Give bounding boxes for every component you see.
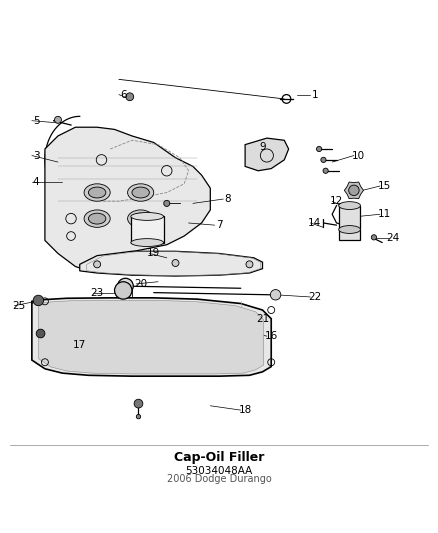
Text: 17: 17 <box>73 340 86 350</box>
Text: 22: 22 <box>308 292 321 302</box>
Circle shape <box>246 261 253 268</box>
Circle shape <box>164 200 170 206</box>
Circle shape <box>54 116 61 123</box>
Circle shape <box>136 415 141 419</box>
Text: 16: 16 <box>265 331 278 341</box>
Text: 8: 8 <box>224 194 231 204</box>
Bar <box>339 206 360 240</box>
Circle shape <box>115 282 132 299</box>
Bar <box>131 216 163 243</box>
Text: 5: 5 <box>33 116 39 126</box>
Circle shape <box>317 147 322 151</box>
Text: 2006 Dodge Durango: 2006 Dodge Durango <box>166 474 272 484</box>
Polygon shape <box>39 300 264 374</box>
Text: 11: 11 <box>378 209 391 219</box>
Text: 25: 25 <box>12 301 25 311</box>
Text: 19: 19 <box>147 248 160 259</box>
Ellipse shape <box>127 184 154 201</box>
Ellipse shape <box>84 184 110 201</box>
Text: 20: 20 <box>134 279 147 289</box>
Circle shape <box>323 168 328 173</box>
Text: 53034048AA: 53034048AA <box>185 466 253 476</box>
Text: 3: 3 <box>33 150 39 160</box>
Text: 21: 21 <box>256 314 269 324</box>
Text: 10: 10 <box>352 150 365 160</box>
Ellipse shape <box>131 239 163 246</box>
Text: 23: 23 <box>91 288 104 297</box>
Text: 7: 7 <box>215 220 223 230</box>
Circle shape <box>134 399 143 408</box>
Text: 18: 18 <box>238 405 252 415</box>
Ellipse shape <box>84 210 110 228</box>
Text: 24: 24 <box>386 233 400 243</box>
Polygon shape <box>32 298 271 376</box>
Text: 9: 9 <box>259 142 266 152</box>
Ellipse shape <box>127 210 154 228</box>
Text: 4: 4 <box>33 176 39 187</box>
Polygon shape <box>344 182 364 199</box>
Circle shape <box>36 329 45 338</box>
Circle shape <box>349 185 359 196</box>
Circle shape <box>371 235 377 240</box>
Polygon shape <box>45 127 210 271</box>
Text: 1: 1 <box>311 90 318 100</box>
Text: 15: 15 <box>378 181 391 191</box>
Text: Cap-Oil Filler: Cap-Oil Filler <box>174 451 264 464</box>
Ellipse shape <box>131 213 163 220</box>
Text: 12: 12 <box>330 196 343 206</box>
Ellipse shape <box>88 213 106 224</box>
Polygon shape <box>245 138 289 171</box>
Circle shape <box>172 260 179 266</box>
Circle shape <box>117 278 133 294</box>
Circle shape <box>33 295 44 305</box>
Text: 14: 14 <box>308 218 321 228</box>
Circle shape <box>126 93 134 101</box>
Circle shape <box>228 308 235 314</box>
Circle shape <box>270 289 281 300</box>
Ellipse shape <box>132 213 149 224</box>
Text: 6: 6 <box>120 90 127 100</box>
Circle shape <box>321 157 326 163</box>
Ellipse shape <box>88 187 106 198</box>
Ellipse shape <box>132 187 149 198</box>
Polygon shape <box>80 251 262 276</box>
Circle shape <box>94 261 101 268</box>
Ellipse shape <box>339 201 360 209</box>
Ellipse shape <box>339 225 360 233</box>
